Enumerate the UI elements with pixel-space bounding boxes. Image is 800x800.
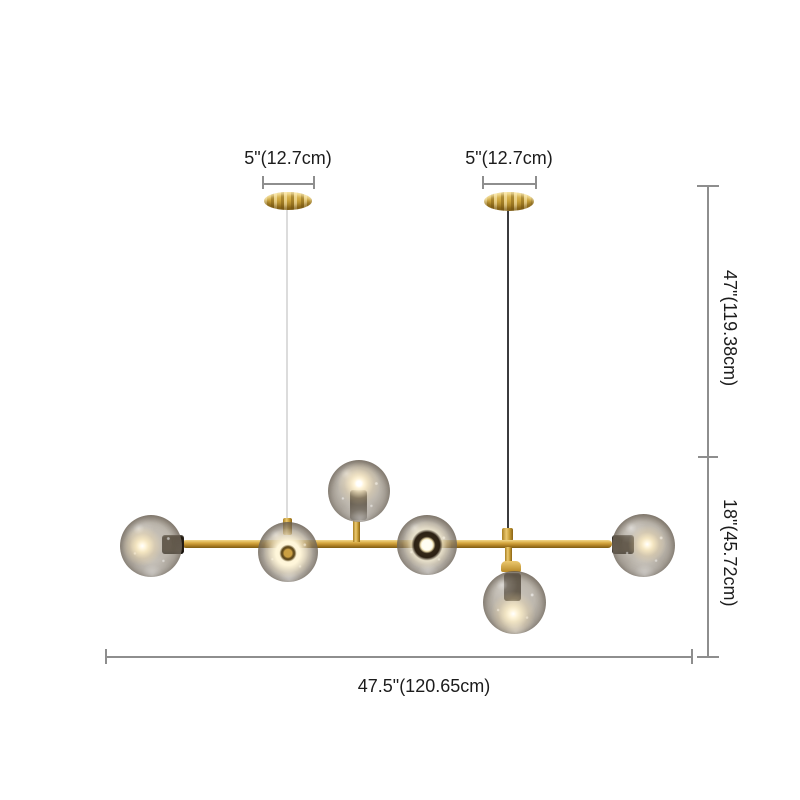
glass-globe-5 [483, 571, 546, 634]
glass-globe-3 [328, 460, 390, 522]
dim-canopy-right-tick-end [535, 176, 537, 189]
dim-fixture-height-label: 18"(45.72cm) [720, 498, 740, 607]
stem-lower-globe [505, 547, 512, 564]
dim-canopy-left-label: 5"(12.7cm) [244, 148, 332, 168]
dim-canopy-left-line [263, 183, 314, 185]
dim-vertical-tick-middle [698, 456, 718, 458]
dim-canopy-right-tick-start [482, 176, 484, 189]
dim-vertical-tick-top [697, 185, 719, 187]
suspension-cord-right [507, 211, 509, 538]
dim-width-label: 47.5"(120.65cm) [357, 676, 491, 696]
ceiling-canopy-left [264, 192, 312, 210]
lower-globe-cap [501, 561, 521, 572]
glass-globe-4 [397, 515, 457, 575]
dim-canopy-left-tick-start [262, 176, 264, 189]
suspension-cord-left [286, 209, 288, 523]
dim-vertical-tick-bottom [697, 656, 719, 658]
dim-canopy-right-line [483, 183, 536, 185]
dim-canopy-right-label: 5"(12.7cm) [465, 148, 553, 168]
dim-width-tick-end [691, 649, 693, 664]
ceiling-canopy-right [484, 192, 534, 211]
dim-hanging-height-label: 47"(119.38cm) [720, 270, 740, 387]
stem-upper-globe [353, 519, 360, 542]
glass-globe-6 [612, 514, 675, 577]
dim-width-line [106, 656, 692, 658]
dim-width-tick-start [105, 649, 107, 664]
glass-globe-1 [120, 515, 182, 577]
cord-connector-right [502, 528, 513, 541]
dim-canopy-left-tick-end [313, 176, 315, 189]
glass-globe-2 [258, 522, 318, 582]
dim-vertical-line [707, 186, 709, 658]
